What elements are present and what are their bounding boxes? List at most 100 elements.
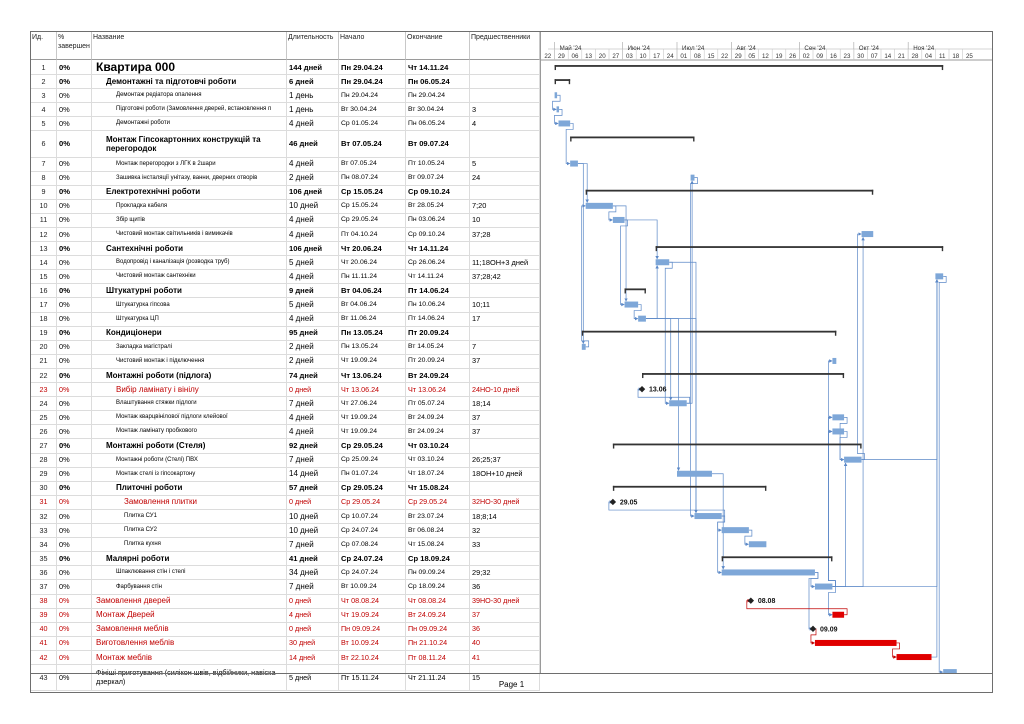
- cell-name[interactable]: Вибір ламінату і вінілу: [92, 382, 287, 397]
- task-bar[interactable]: [612, 216, 625, 223]
- task-row[interactable]: 42 0% Монтаж меблів 14 дней Вт 22.10.24 Пт 08…: [31, 650, 540, 666]
- task-bar[interactable]: [677, 470, 712, 477]
- cell-name[interactable]: Чистовий монтаж світильників і вимикачів: [92, 227, 287, 242]
- task-row[interactable]: 6 0% Монтаж Гіпсокартонних конструкцій та …: [31, 130, 540, 158]
- task-row[interactable]: 18 0% Штукатурка ЦП 4 дней Вт 11.06.24 Пт 14.…: [31, 311, 540, 327]
- cell-name[interactable]: Плитка СУ1: [92, 509, 287, 524]
- task-row[interactable]: 43 0% Фініші приготування (силікон швів, в…: [31, 664, 540, 692]
- task-row[interactable]: 7 0% Монтаж перегородки з ЛГК в 2шари 4 дне…: [31, 156, 540, 172]
- task-bar[interactable]: [721, 527, 749, 534]
- summary-bar[interactable]: [642, 373, 845, 375]
- cell-name[interactable]: Кондиціонери: [92, 325, 287, 340]
- cell-name[interactable]: Плиточні роботи: [92, 480, 287, 495]
- cell-name[interactable]: Штукатурні роботи: [92, 283, 287, 298]
- critical-task-bar[interactable]: [896, 654, 932, 661]
- cell-name[interactable]: Фарбування стін: [92, 579, 287, 594]
- task-bar[interactable]: [721, 569, 815, 576]
- cell-name[interactable]: Плитка кухня: [92, 537, 287, 552]
- col-header-finish[interactable]: Окончание: [406, 32, 470, 60]
- cell-name[interactable]: Збір щитів: [92, 212, 287, 227]
- col-header-percent[interactable]: % завершен: [57, 32, 92, 60]
- cell-name[interactable]: Монтажні роботи (Стелі) ПВХ: [92, 452, 287, 467]
- task-row[interactable]: 22 0% Монтажні роботи (підлога) 74 дней Чт 1…: [31, 368, 540, 384]
- milestone-marker[interactable]: [609, 498, 617, 506]
- task-row[interactable]: 24 0% Влаштування стяжки підлоги 7 дней Чт 2…: [31, 396, 540, 412]
- cell-name[interactable]: Влаштування стяжки підлоги: [92, 396, 287, 411]
- task-row[interactable]: 4 0% Підготовчі роботи (Замовлення дверей,…: [31, 102, 540, 118]
- task-row[interactable]: 41 0% Виготовлення меблів 30 дней Вт 10.09.2…: [31, 635, 540, 651]
- cell-name[interactable]: Прокладка кабеля: [92, 198, 287, 213]
- cell-name[interactable]: Чистовий монтаж сантехніки: [92, 269, 287, 284]
- task-row[interactable]: 8 0% Зашивка інсталяції унітазу, ванни, дв…: [31, 170, 540, 186]
- milestone-marker[interactable]: [747, 597, 755, 604]
- col-header-start[interactable]: Начало: [339, 32, 406, 60]
- task-row[interactable]: 26 0% Монтаж ламінату пробкового 4 дней Чт 1…: [31, 424, 540, 440]
- task-bar[interactable]: [748, 541, 767, 548]
- task-row[interactable]: 37 0% Фарбування стін 7 дней Вт 10.09.24 Ср 1…: [31, 579, 540, 595]
- cell-name[interactable]: Чистовий монтаж і підключення: [92, 353, 287, 368]
- cell-name[interactable]: Електротехнічні роботи: [92, 184, 287, 199]
- cell-name[interactable]: Виготовлення меблів: [92, 635, 287, 650]
- cell-name[interactable]: Монтаж Гіпсокартонних конструкцій та пер…: [92, 130, 287, 157]
- milestone-marker[interactable]: [809, 625, 817, 633]
- task-row[interactable]: 5 0% Демонтажні роботи 4 дней Ср 01.05.24 Пн …: [31, 116, 540, 132]
- cell-name[interactable]: Демонтаж редіатора опалення: [92, 88, 287, 103]
- task-row[interactable]: 10 0% Прокладка кабеля 10 дней Ср 15.05.24 Вт…: [31, 198, 540, 214]
- task-bar[interactable]: [814, 583, 833, 590]
- cell-name[interactable]: Закладка магістралі: [92, 339, 287, 354]
- task-bar[interactable]: [585, 202, 613, 209]
- task-row[interactable]: 23 0% Вибір ламінату і вінілу 0 дней Чт 13.0…: [31, 382, 540, 398]
- task-row[interactable]: 28 0% Монтажні роботи (Стелі) ПВХ 7 дней Ср …: [31, 452, 540, 468]
- summary-bar[interactable]: [554, 65, 944, 67]
- cell-name[interactable]: Квартира 000: [92, 60, 287, 75]
- task-row[interactable]: 17 0% Штукатурка гіпсова 5 дней Вт 04.06.24 П…: [31, 297, 540, 313]
- task-row[interactable]: 40 0% Замовлення меблів 0 дней Пн 09.09.24 Пн…: [31, 621, 540, 637]
- cell-name[interactable]: Малярні роботи: [92, 551, 287, 566]
- task-bar[interactable]: [861, 231, 874, 238]
- cell-name[interactable]: Штукатурка гіпсова: [92, 297, 287, 312]
- task-row[interactable]: 15 0% Чистовий монтаж сантехніки 4 дней Пн 1…: [31, 269, 540, 285]
- task-row[interactable]: 2 0% Демонтажні та підготовчі роботи 6 дней…: [31, 74, 540, 90]
- cell-name[interactable]: Штукатурка ЦП: [92, 311, 287, 326]
- task-bar[interactable]: [832, 428, 845, 435]
- milestone-marker[interactable]: [638, 385, 646, 393]
- summary-bar[interactable]: [612, 443, 862, 446]
- task-bar[interactable]: [935, 273, 944, 280]
- task-bar[interactable]: [655, 259, 670, 266]
- task-row[interactable]: 29 0% Монтаж стелі із гіпсокартону 14 дней П…: [31, 466, 540, 482]
- summary-bar[interactable]: [585, 189, 874, 192]
- cell-name[interactable]: Плитка СУ2: [92, 523, 287, 538]
- task-row[interactable]: 30 0% Плиточні роботи 57 дней Ср 29.05.24 Чт …: [31, 480, 540, 496]
- task-row[interactable]: 9 0% Електротехнічні роботи 106 дней Ср 15.0…: [31, 184, 540, 200]
- task-row[interactable]: 14 0% Водопровід і каналізація (розводка т…: [31, 255, 540, 271]
- task-row[interactable]: 12 0% Чистовий монтаж світильників і вимик…: [31, 227, 540, 243]
- cell-name[interactable]: Демонтажні роботи: [92, 116, 287, 131]
- task-bar[interactable]: [554, 92, 558, 99]
- task-row[interactable]: 31 0% Замовлення плитки 0 дней Ср 29.05.24 Ср…: [31, 494, 540, 510]
- cell-name[interactable]: Монтажні роботи (підлога): [92, 368, 287, 383]
- col-header-predecessors[interactable]: Предшественники: [470, 32, 540, 60]
- task-bar[interactable]: [832, 357, 837, 364]
- task-row[interactable]: 36 0% Шпаклювання стін і стелі 34 дней Ср 24…: [31, 565, 540, 581]
- task-bar[interactable]: [943, 669, 957, 673]
- task-row[interactable]: 33 0% Плитка СУ2 10 дней Ср 24.07.24 Вт 06.08…: [31, 523, 540, 539]
- task-row[interactable]: 13 0% Сантехнічні роботи 106 дней Чт 20.06.2…: [31, 241, 540, 257]
- task-row[interactable]: 20 0% Закладка магістралі 2 дней Пн 13.05.24…: [31, 339, 540, 355]
- cell-name[interactable]: Замовлення меблів: [92, 621, 287, 636]
- cell-name[interactable]: Шпаклювання стін і стелі: [92, 565, 287, 580]
- task-bar[interactable]: [694, 513, 722, 520]
- task-bar[interactable]: [690, 174, 695, 181]
- summary-bar[interactable]: [570, 136, 695, 139]
- task-row[interactable]: 35 0% Малярні роботи 41 дней Ср 24.07.24 Ср 1…: [31, 551, 540, 567]
- summary-bar[interactable]: [655, 246, 944, 248]
- task-bar[interactable]: [581, 343, 586, 350]
- cell-name[interactable]: Замовлення плитки: [92, 494, 287, 509]
- cell-name[interactable]: Монтажні роботи (Стеля): [92, 438, 287, 453]
- cell-name[interactable]: Зашивка інсталяції унітазу, ванни, дверн…: [92, 170, 287, 185]
- cell-name[interactable]: Монтаж меблів: [92, 650, 287, 665]
- critical-task-bar[interactable]: [832, 611, 845, 618]
- task-row[interactable]: 3 0% Демонтаж редіатора опалення 1 день Пн 2…: [31, 88, 540, 104]
- cell-name[interactable]: Монтаж ламінату пробкового: [92, 424, 287, 439]
- critical-task-bar[interactable]: [814, 639, 897, 646]
- cell-name[interactable]: Сантехнічні роботи: [92, 241, 287, 256]
